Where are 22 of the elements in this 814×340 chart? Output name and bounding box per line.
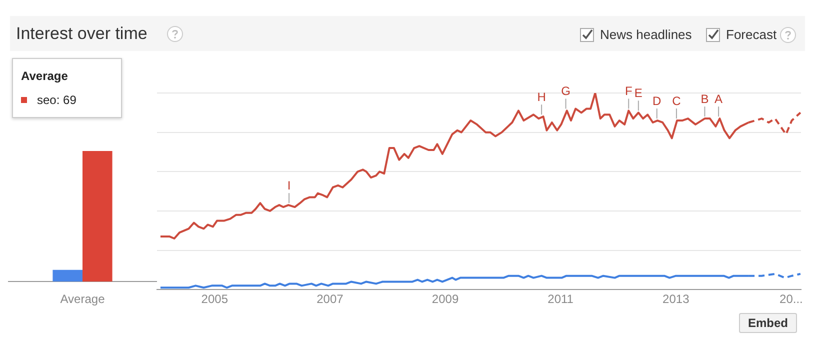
annotation: I	[287, 178, 291, 192]
x-tick-label: Average	[60, 292, 106, 306]
text: Forecast	[726, 27, 777, 42]
annotation: A	[714, 92, 723, 106]
x-tick-label: 20...	[780, 292, 803, 306]
x-tick-label: 2005	[201, 292, 228, 306]
chart-title: Interest over time	[16, 24, 148, 44]
annotation: H	[537, 90, 546, 104]
text: Embed	[739, 313, 798, 333]
text: News headlines	[600, 27, 692, 42]
text: seo: 69	[37, 93, 76, 107]
annotation: F	[624, 84, 632, 98]
text: Average	[21, 69, 69, 83]
x-tick-label: 2009	[432, 292, 459, 306]
annotation: D	[652, 94, 662, 108]
annotation: G	[561, 84, 570, 98]
x-tick-label: 2007	[316, 292, 344, 306]
x-tick-label: 2013	[662, 292, 690, 306]
annotation: C	[672, 94, 682, 108]
annotation: E	[634, 86, 642, 100]
annotation: B	[700, 92, 709, 106]
x-tick-label: 2011	[548, 292, 574, 306]
